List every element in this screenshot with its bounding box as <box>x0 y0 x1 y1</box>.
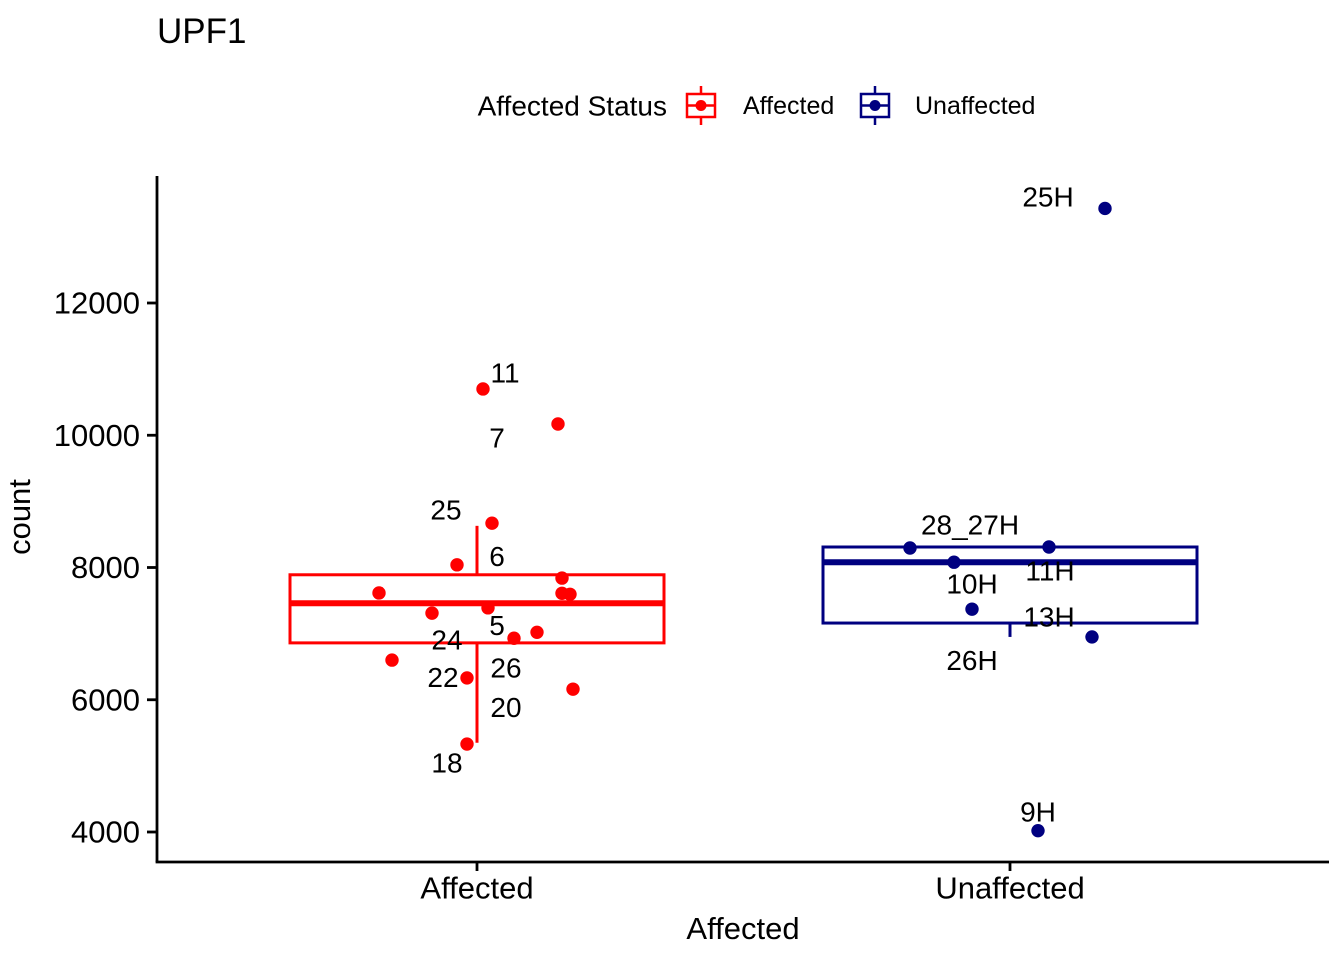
x-axis-title: Affected <box>686 911 799 946</box>
plot-panel: 4000 6000 8000 10000 12000 Affected Unaffected… <box>54 176 1329 906</box>
jitter-point <box>563 587 577 601</box>
x-category-label: Unaffected <box>935 871 1084 906</box>
point-label: 25 <box>430 494 461 525</box>
point-label: 28_27H <box>921 510 1019 541</box>
jitter-point <box>1031 823 1045 838</box>
legend-item-label: Affected <box>743 92 834 120</box>
point-label: 24 <box>431 625 462 656</box>
jitter-point <box>507 631 521 645</box>
point-label: 10H <box>946 569 997 600</box>
jitter-point <box>425 606 439 620</box>
point-label: 20 <box>490 692 521 723</box>
point-label: 6 <box>489 541 505 572</box>
legend-item-affected: Affected <box>685 86 834 125</box>
point-label: 25H <box>1022 182 1073 213</box>
jitter-point <box>965 602 979 616</box>
jitter-point <box>481 601 495 615</box>
y-tick-label: 6000 <box>71 682 140 717</box>
jitter-point <box>566 682 580 696</box>
jitter-point <box>450 558 464 572</box>
jitter-point <box>476 382 490 396</box>
point-label: 7 <box>489 422 505 453</box>
box-unaffected <box>821 545 1199 625</box>
point-label: 13H <box>1023 602 1074 633</box>
legend-key-dot <box>869 100 881 111</box>
y-axis-title: count <box>2 479 37 555</box>
legend-key-dot <box>695 100 707 111</box>
jitter-point <box>485 516 499 530</box>
jitter-point <box>1085 630 1099 644</box>
jitter-point <box>460 671 474 685</box>
point-label: 9H <box>1020 797 1056 828</box>
point-label: 26 <box>490 653 521 684</box>
jitter-point <box>460 737 474 751</box>
point-label: 18 <box>431 748 462 779</box>
x-category-label: Affected <box>420 871 533 906</box>
legend-item-unaffected: Unaffected <box>859 86 1035 125</box>
jitter-point <box>903 541 917 555</box>
plot-title: UPF1 <box>157 12 246 51</box>
jitter-point <box>372 586 386 600</box>
y-tick-label: 8000 <box>71 550 140 585</box>
y-tick-label: 12000 <box>54 286 140 321</box>
legend-item-label: Unaffected <box>915 92 1035 120</box>
point-label: 26H <box>946 645 997 676</box>
point-label: 11 <box>490 358 519 389</box>
jitter-point <box>551 417 565 431</box>
y-tick-label: 10000 <box>54 418 140 453</box>
jitter-point <box>530 625 544 640</box>
jitter-point <box>1098 201 1112 216</box>
point-label: 22 <box>427 662 458 693</box>
legend-title: Affected Status <box>478 91 667 122</box>
jitter-point <box>1042 540 1056 554</box>
point-label: 5 <box>489 610 505 641</box>
point-label: 11H <box>1025 555 1074 586</box>
jitter-point <box>385 653 399 667</box>
jitter-point <box>555 571 569 585</box>
legend: Affected Unaffected <box>685 86 1035 125</box>
jitter-point <box>947 555 961 569</box>
y-tick-label: 4000 <box>71 815 140 850</box>
box-affected <box>288 573 666 645</box>
